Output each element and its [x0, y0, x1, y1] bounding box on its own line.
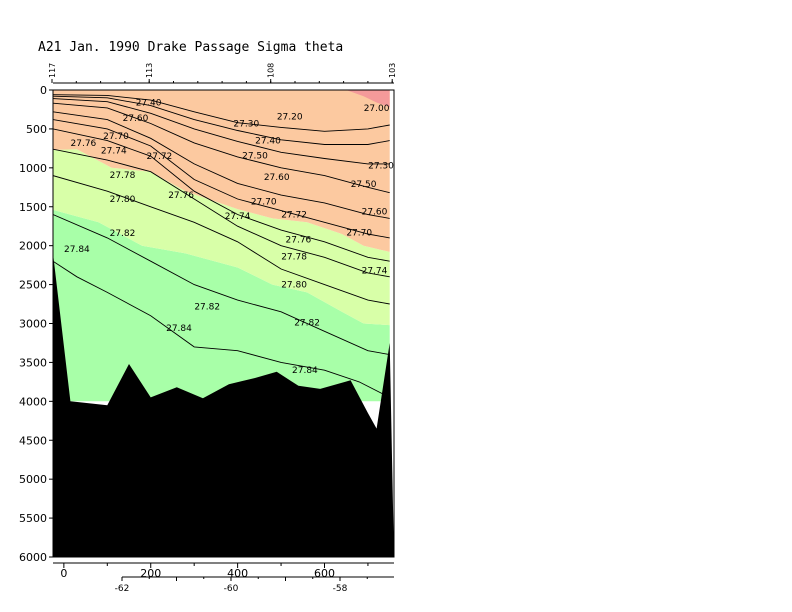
contour-line-27.60: [53, 102, 390, 194]
contour-lines-layer: [53, 94, 390, 398]
contour-line-27.30: [53, 94, 390, 132]
contour-label: 27.50: [351, 180, 377, 190]
contour-label: 27.82: [194, 302, 220, 312]
contour-label: 27.60: [264, 173, 290, 183]
y-tick-label: 2500: [19, 279, 47, 292]
contour-label: 27.84: [166, 324, 192, 334]
seafloor-layer: [53, 253, 394, 557]
contour-line-27.50: [53, 98, 390, 165]
top-tick-label: 117: [48, 63, 57, 78]
contour-label: 27.20: [277, 113, 303, 123]
contour-label: 27.84: [64, 245, 90, 255]
fill-region-sigma-lt-27.50: [53, 90, 390, 252]
contour-label: 27.80: [281, 281, 307, 291]
y-tick-label: 2000: [19, 240, 47, 253]
lower-tick-label: -62: [115, 584, 130, 594]
contour-line-27.70: [53, 111, 390, 219]
top-tick-label: 103: [388, 63, 397, 78]
contour-label: 27.76: [71, 139, 97, 149]
contour-label: 27.00: [364, 104, 390, 114]
contour-line-27.76: [53, 128, 390, 262]
contour-label: 27.50: [242, 151, 268, 161]
contour-label: 27.60: [123, 114, 149, 124]
contour-label: 27.82: [294, 319, 320, 329]
contour-line-27.74: [53, 119, 390, 239]
top-tick-label: 113: [145, 63, 154, 78]
y-tick-label: 6000: [19, 551, 47, 564]
contour-label: 27.72: [281, 211, 307, 221]
contour-label: 27.74: [225, 212, 251, 222]
fill-region-surface-lens: [346, 90, 390, 108]
density-fill-layer: [53, 90, 390, 402]
contour-label: 27.78: [281, 253, 307, 263]
y-tick-label: 500: [26, 123, 47, 136]
contour-label: 27.30: [368, 162, 394, 172]
y-tick-label: 5000: [19, 473, 47, 486]
fill-region-sigma-27.50-27.82: [53, 149, 390, 326]
contour-line-27.84: [53, 260, 390, 398]
bottom-tick-label: 200: [140, 567, 161, 580]
contour-label: 27.72: [147, 152, 173, 162]
y-tick-label: 4000: [19, 395, 47, 408]
contour-label: 27.70: [346, 228, 372, 238]
bottom-tick-label: 400: [227, 567, 248, 580]
contour-label: 27.74: [362, 267, 388, 277]
y-tick-label: 1500: [19, 201, 47, 214]
y-tick-label: 4500: [19, 434, 47, 447]
contour-label: 27.60: [362, 207, 388, 217]
bottom-tick-label: 0: [60, 567, 67, 580]
contour-line-27.80: [53, 175, 390, 305]
contour-line-27.78: [53, 148, 390, 278]
y-tick-label: 1000: [19, 162, 47, 175]
contour-line-27.82: [53, 214, 390, 356]
y-tick-label: 3500: [19, 356, 47, 369]
contour-label: 27.30: [233, 120, 259, 130]
contour-label: 27.74: [101, 147, 127, 157]
y-tick-label: 0: [40, 84, 47, 97]
axes-layer: 0500100015002000250030003500400045005000…: [19, 63, 397, 594]
contour-label: 27.40: [255, 137, 281, 147]
contour-label: 27.82: [110, 229, 136, 239]
top-tick-label: 108: [267, 63, 276, 78]
contour-label: 27.80: [110, 195, 136, 205]
lower-tick-label: -58: [333, 584, 348, 594]
chart-title: A21 Jan. 1990 Drake Passage Sigma theta: [38, 40, 343, 55]
contour-label: 27.76: [286, 235, 312, 245]
contour-label: 27.78: [110, 171, 136, 181]
fill-region-sigma-gt-27.82: [53, 209, 390, 402]
contour-label: 27.70: [251, 197, 277, 207]
contour-line-27.40: [53, 95, 390, 145]
bottom-tick-label: 600: [314, 567, 335, 580]
contour-label: 27.70: [103, 132, 129, 142]
y-tick-label: 5500: [19, 512, 47, 525]
seafloor-bathymetry: [53, 253, 394, 557]
lower-tick-label: -60: [224, 584, 239, 594]
y-tick-label: 3000: [19, 318, 47, 331]
contour-label: 27.84: [292, 366, 318, 376]
contour-label: 27.76: [168, 191, 194, 201]
contour-labels-layer: 27.4027.6027.7627.7027.7427.7227.7827.80…: [64, 99, 394, 377]
contour-label: 27.40: [136, 99, 162, 109]
